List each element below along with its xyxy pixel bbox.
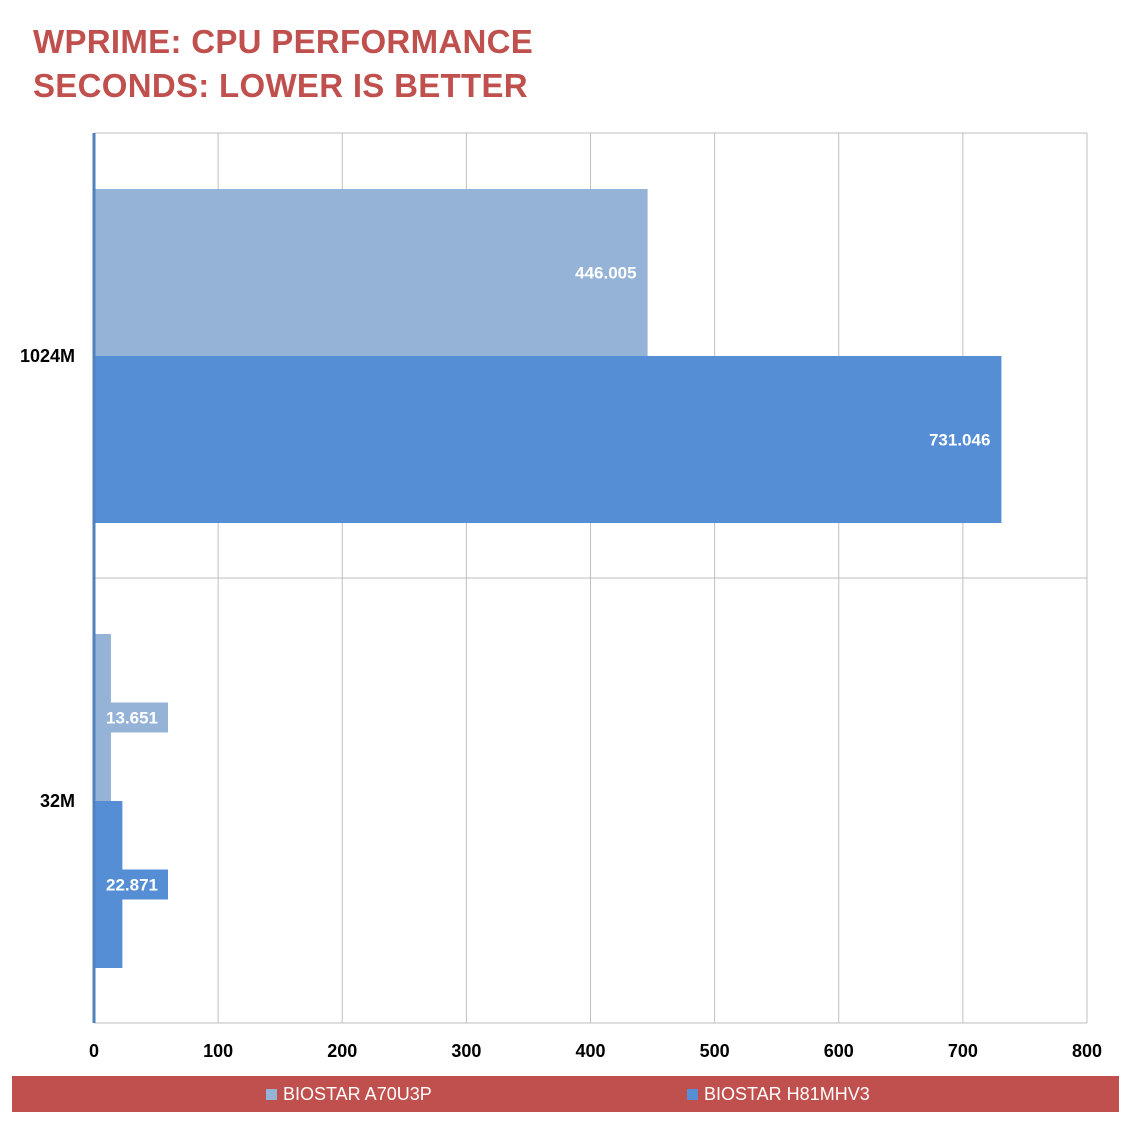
data-label-32m-series-2: 22.871	[106, 876, 158, 895]
category-label-32m: 32M	[40, 791, 75, 811]
legend-label-a70u3p: BIOSTAR A70U3P	[283, 1083, 432, 1104]
x-tick-label-500: 500	[700, 1041, 730, 1061]
chart-subtitle: SECONDS: LOWER IS BETTER	[33, 67, 528, 104]
category-label-1024m: 1024M	[20, 346, 75, 366]
legend-swatch-h81mhv3	[687, 1088, 698, 1100]
bar-1024m-series-2	[94, 356, 1002, 523]
x-tick-label-600: 600	[824, 1041, 854, 1061]
data-label-1024m-series-1: 446.005	[575, 264, 636, 283]
data-label-box-32m-series-1	[98, 702, 168, 733]
bar-1024m-series-1	[94, 189, 648, 356]
x-tick-label-800: 800	[1072, 1041, 1102, 1061]
x-tick-label-700: 700	[948, 1041, 978, 1061]
x-tick-label-300: 300	[451, 1041, 481, 1061]
x-tick-label-0: 0	[89, 1041, 99, 1061]
data-label-box-32m-series-2	[98, 869, 168, 900]
legend-swatch-a70u3p	[266, 1088, 277, 1100]
data-label-1024m-series-2: 731.046	[929, 431, 990, 450]
legend-item-h81mhv3: BIOSTAR H81MHV3	[687, 1076, 870, 1112]
chart-title: WPRIME: CPU PERFORMANCE	[33, 23, 534, 60]
legend-item-a70u3p: BIOSTAR A70U3P	[266, 1076, 432, 1112]
legend: BIOSTAR A70U3P BIOSTAR H81MHV3	[12, 1076, 1119, 1112]
x-tick-label-400: 400	[575, 1041, 605, 1061]
data-label-32m-series-1: 13.651	[106, 709, 158, 728]
x-tick-label-100: 100	[203, 1041, 233, 1061]
legend-label-h81mhv3: BIOSTAR H81MHV3	[704, 1083, 870, 1104]
x-tick-label-200: 200	[327, 1041, 357, 1061]
